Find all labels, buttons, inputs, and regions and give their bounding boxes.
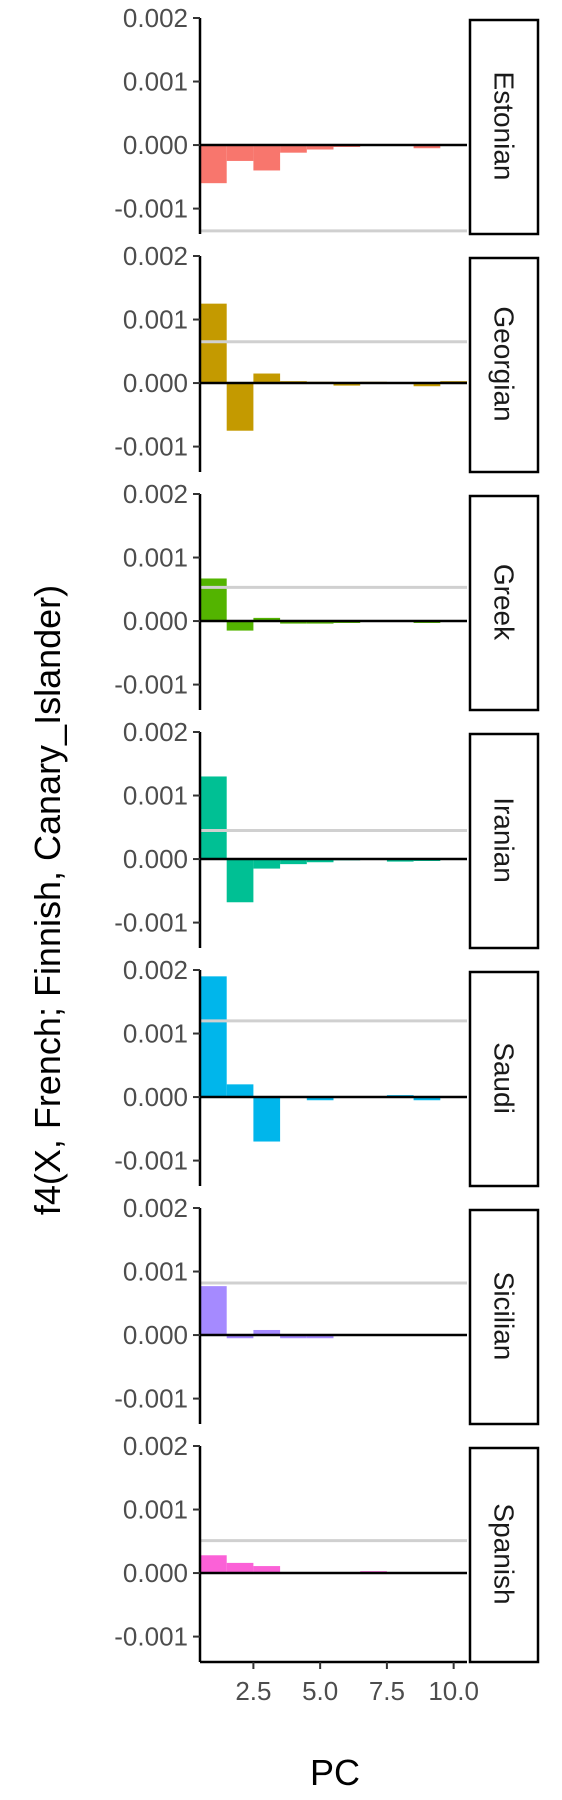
facet-label: Sicilian <box>489 1272 520 1361</box>
y-tick-label: 0.000 <box>123 1320 188 1350</box>
bar <box>253 145 281 171</box>
bar <box>200 303 227 384</box>
y-tick-label: 0.002 <box>123 717 188 747</box>
bar <box>280 621 307 624</box>
bar <box>226 1335 254 1339</box>
bar <box>253 1566 281 1574</box>
facet-strip <box>468 1208 540 1426</box>
y-tick-label: -0.001 <box>114 908 188 938</box>
facet-strip <box>468 494 540 712</box>
facet-label: Spanish <box>489 1503 520 1604</box>
x-axis-title: PC <box>310 1752 360 1793</box>
facet-panels: 0.0020.0010.000-0.001Estonian0.0020.0010… <box>114 3 540 1664</box>
bar <box>253 1329 281 1336</box>
y-tick-label: -0.001 <box>114 1146 188 1176</box>
bar <box>306 859 334 863</box>
facet-label: Saudi <box>489 1042 520 1114</box>
bar <box>306 145 334 150</box>
bar <box>200 578 227 622</box>
bar <box>200 776 227 860</box>
x-axis: 2.5 5.0 7.5 10.0 <box>200 1660 479 1706</box>
y-tick-label: 0.001 <box>123 781 188 811</box>
panel-iranian: 0.002 0.001 0.000 -0.001 Iranian <box>114 717 540 950</box>
y-tick-label: -0.001 <box>114 194 188 224</box>
y-tick-label: 0.000 <box>123 606 188 636</box>
y-tick-label: -0.001 <box>114 670 188 700</box>
panel-spanish: 0.002 0.001 0.000 -0.001 Spanish <box>114 1431 540 1664</box>
bar <box>333 383 361 386</box>
y-tick-label: 0.002 <box>123 955 188 985</box>
y-tick-label: 0.001 <box>123 1257 188 1287</box>
bar <box>413 145 441 149</box>
y-tick-label: -0.001 <box>114 1622 188 1652</box>
x-tick-label: 5.0 <box>302 1676 338 1706</box>
bar <box>253 373 281 384</box>
panel-saudi: 0.002 0.001 0.000 -0.001 Saudi <box>114 955 540 1188</box>
bar <box>200 1555 227 1574</box>
bar <box>253 1097 281 1142</box>
y-tick-label: 0.000 <box>123 844 188 874</box>
panel-estonian: 0.002 0.001 0.000 -0.001 Estonian <box>114 3 540 236</box>
y-tick-label: 0.002 <box>123 241 188 271</box>
y-tick-label: 0.002 <box>123 3 188 33</box>
y-tick-label: 0.001 <box>123 305 188 335</box>
facet-strip <box>468 256 540 474</box>
x-tick-label: 10.0 <box>428 1676 479 1706</box>
bar <box>226 383 254 431</box>
panel-greek: 0.002 0.001 0.000 -0.001 Greek <box>114 479 540 712</box>
y-tick-label: 0.001 <box>123 543 188 573</box>
bar <box>280 859 307 865</box>
bar <box>413 383 441 387</box>
bar <box>226 1562 254 1574</box>
facet-strip <box>468 732 540 950</box>
y-tick-label: 0.001 <box>123 1019 188 1049</box>
x-tick-label: 2.5 <box>235 1676 271 1706</box>
y-tick-label: 0.002 <box>123 1193 188 1223</box>
x-tick-label: 7.5 <box>369 1676 405 1706</box>
y-tick-label: 0.001 <box>123 67 188 97</box>
y-tick-label: 0.001 <box>123 1495 188 1525</box>
y-axis-title: f4(X, French; Finnish, Canary_Islander) <box>27 585 68 1215</box>
y-tick-label: -0.001 <box>114 432 188 462</box>
bar <box>413 1097 441 1101</box>
bar <box>226 859 254 903</box>
panel-georgian: 0.002 0.001 0.000 -0.001 Georgian <box>114 241 540 474</box>
facet-strip <box>468 1446 540 1664</box>
panel-sicilian: 0.002 0.001 0.000 -0.001 Sicilian <box>114 1193 540 1426</box>
bar <box>226 145 254 161</box>
bar <box>306 1335 334 1339</box>
bar <box>226 621 254 631</box>
y-tick-label: 0.000 <box>123 1558 188 1588</box>
y-tick-label: 0.000 <box>123 368 188 398</box>
facet-strip <box>468 970 540 1188</box>
bar <box>386 859 414 862</box>
facet-label: Georgian <box>489 306 520 421</box>
bar <box>253 859 281 869</box>
facet-label: Estonian <box>489 72 520 181</box>
facet-strip <box>468 18 540 236</box>
bar <box>200 976 227 1098</box>
y-tick-label: 0.002 <box>123 479 188 509</box>
bar <box>306 1097 334 1101</box>
bar <box>306 621 334 624</box>
bar <box>253 617 281 622</box>
bar <box>200 1286 227 1336</box>
y-tick-label: -0.001 <box>114 1384 188 1414</box>
bar <box>226 1084 254 1098</box>
bar <box>200 145 227 184</box>
y-tick-label: 0.000 <box>123 130 188 160</box>
y-tick-label: 0.002 <box>123 1431 188 1461</box>
facet-label: Iranian <box>489 797 520 883</box>
facet-label: Greek <box>489 564 520 641</box>
bar <box>280 1335 307 1339</box>
y-tick-label: 0.000 <box>123 1082 188 1112</box>
bar <box>280 145 307 153</box>
